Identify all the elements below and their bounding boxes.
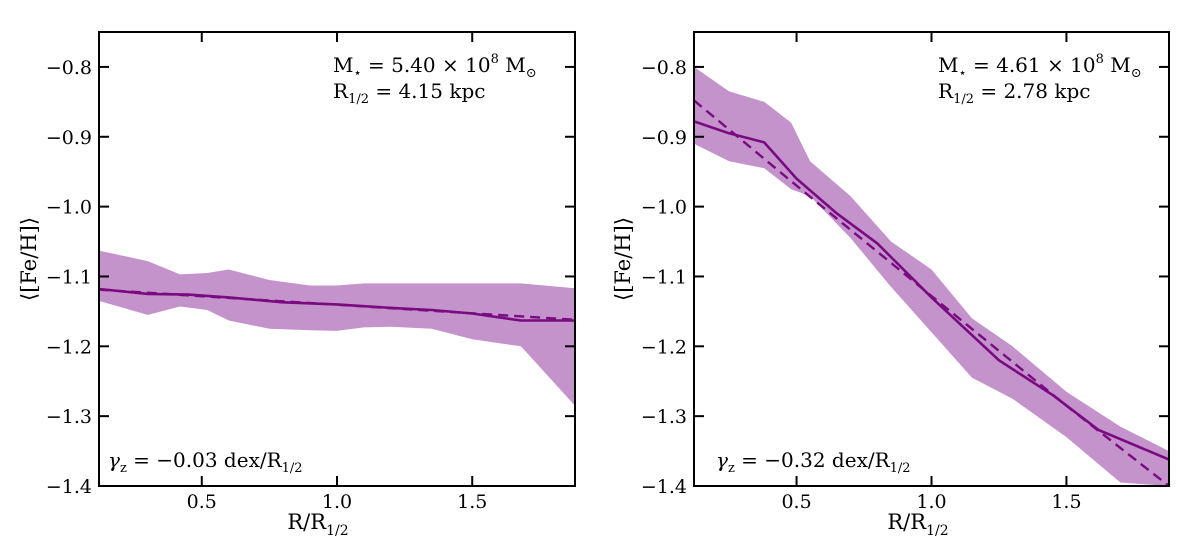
y-tick-label: −1.1 [641, 266, 687, 288]
y-tick-label: −1.3 [641, 406, 687, 428]
gradient-label-left: γz = −0.03 dex/R1/2 [108, 448, 303, 476]
y-tick-label: −1.2 [641, 336, 687, 358]
x-axis-label-left: R/R1/2 [287, 510, 348, 539]
panel-right: 0.5 1.0 1.5 −0.8 −0.9 −1.0 −1.1 −1.2 −1.3 −1.4 M⋆… [611, 31, 1170, 539]
y-tick-label: −1.3 [46, 406, 92, 428]
y-tick-label: −1.1 [46, 266, 92, 288]
mass-label-left: M⋆ = 5.40 × 108 M⊙ [333, 52, 537, 81]
x-tick-label: 1.0 [916, 491, 946, 513]
ticks-right: 0.5 1.0 1.5 −0.8 −0.9 −1.0 −1.1 −1.2 −1.3 −1.4 [641, 32, 1169, 513]
x-tick-label: 0.5 [187, 491, 217, 513]
y-axis-label-right: ⟨[Fe/H]⟩ [611, 217, 635, 301]
gradient-label-right: γz = −0.32 dex/R1/2 [716, 448, 911, 476]
plot-area-left [99, 250, 575, 406]
radius-label-left: R1/2 = 4.15 kpc [333, 79, 485, 107]
y-tick-label: −1.4 [46, 476, 92, 498]
x-tick-label: 1.0 [322, 491, 352, 513]
x-tick-label: 1.5 [457, 491, 487, 513]
y-tick-label: −0.9 [641, 127, 687, 149]
scatter-band-right [694, 66, 1169, 486]
y-tick-label: −0.8 [641, 57, 687, 79]
y-tick-label: −1.0 [46, 197, 92, 219]
plot-area-right [694, 66, 1169, 486]
mass-label-right: M⋆ = 4.61 × 108 M⊙ [938, 52, 1142, 81]
x-tick-label: 0.5 [781, 491, 811, 513]
y-tick-label: −0.9 [46, 127, 92, 149]
y-tick-label: −1.2 [46, 336, 92, 358]
radius-label-right: R1/2 = 2.78 kpc [938, 79, 1090, 107]
x-axis-label-right: R/R1/2 [887, 510, 948, 539]
y-tick-label: −1.4 [641, 476, 687, 498]
y-axis-label-left: ⟨[Fe/H]⟩ [17, 217, 41, 301]
ticks-left: 0.5 1.0 1.5 −0.8 −0.9 −1.0 −1.1 −1.2 −1.3 −1.4 [46, 32, 575, 513]
panel-left: 0.5 1.0 1.5 −0.8 −0.9 −1.0 −1.1 −1.2 −1.3 −1.4 M⋆… [17, 31, 576, 539]
x-tick-label: 1.5 [1051, 491, 1081, 513]
y-tick-label: −1.0 [641, 197, 687, 219]
y-tick-label: −0.8 [46, 57, 92, 79]
median-line-left [99, 287, 575, 322]
scatter-band-left [99, 250, 575, 406]
fit-line-right [694, 99, 1169, 486]
